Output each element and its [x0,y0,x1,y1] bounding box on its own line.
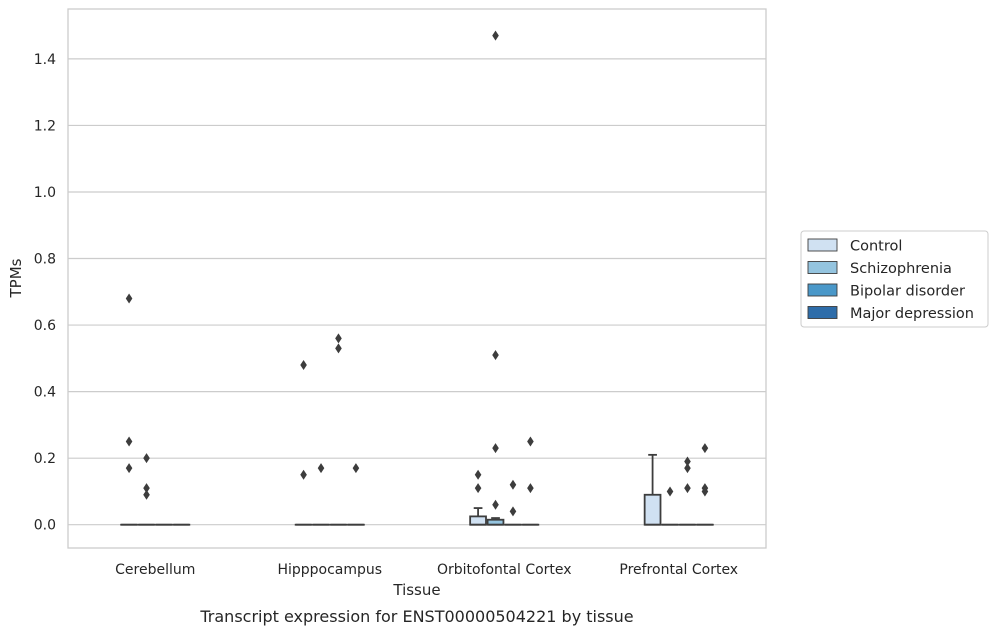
outlier-point [509,506,517,517]
outlier-point [300,360,307,371]
legend-label: Schizophrenia [850,261,952,277]
outlier-point [492,30,499,41]
outlier-point [701,443,709,454]
outlier-point [335,333,342,344]
box-group [120,293,138,526]
outlier-point [527,483,534,494]
x-tick-label: Cerebellum [115,562,195,578]
x-tick-labels: Cerebellum Hipppocampus Orbitofontal Corte… [115,562,738,578]
outlier-point [317,463,325,474]
outlier-point [492,499,499,510]
outlier-point [125,436,133,447]
box-group [469,469,487,526]
box-group [696,443,714,526]
y-tick-label: 1.4 [34,52,56,68]
box-group [643,453,662,526]
figure-caption: Transcript expression for ENST0000050422… [199,607,633,626]
box-group [521,436,540,526]
y-tick-label: 0.4 [34,385,56,401]
box-group [486,30,505,526]
box-group [678,456,697,526]
box-group [504,479,522,526]
outlier-point [125,293,133,304]
box-group [137,453,156,526]
outlier-point [474,469,482,480]
y-tick-label: 0.6 [34,318,56,334]
outlier-point [143,483,150,494]
legend-swatch [807,238,838,252]
outlier-point [335,343,342,354]
outlier-point [527,436,534,447]
outlier-point [684,456,691,467]
legend-label: Major depression [850,306,974,322]
legend-label: Control [850,239,902,255]
outlier-point [143,453,150,464]
outlier-point [125,463,133,474]
legend-swatch [807,261,838,274]
outlier-point [143,489,150,500]
outlier-point [352,463,360,474]
outlier-point [684,463,691,474]
outlier-point [701,486,709,497]
outlier-point [492,443,499,454]
box-plot-series [120,30,714,526]
legend: Control Schizophrenia Bipolar disorder Majo… [800,230,989,328]
outlier-point [509,479,517,490]
y-tick-label: 0.0 [34,518,56,534]
box-group [329,333,348,526]
outlier-point [684,483,691,494]
box [469,515,487,526]
outlier-point [300,469,307,480]
legend-swatch [807,283,838,297]
box-group [661,486,679,526]
x-tick-label: Hipppocampus [277,562,382,578]
y-tick-labels: 0.0 0.2 0.4 0.6 0.8 1.0 1.2 1.4 [34,52,56,534]
y-tick-label: 1.2 [34,118,56,134]
x-tick-label: Orbitofontal Cortex [437,562,572,578]
x-tick-label: Prefrontal Cortex [619,562,738,578]
box [643,493,662,526]
box-group [347,463,365,526]
outlier-point [474,483,482,494]
legend-label: Bipolar disorder [850,284,965,300]
legend-swatch [807,306,838,319]
box-group [312,463,330,526]
y-axis-label: TPMs [7,258,25,298]
x-axis-label: Tissue [392,581,440,599]
legend-frame [800,230,989,328]
outlier-point [666,486,674,497]
y-tick-label: 1.0 [34,185,56,201]
box-group [294,360,313,526]
plot-frame [67,8,767,549]
outlier-point [492,350,499,361]
y-tick-label: 0.2 [34,451,56,467]
y-tick-label: 0.8 [34,252,56,268]
